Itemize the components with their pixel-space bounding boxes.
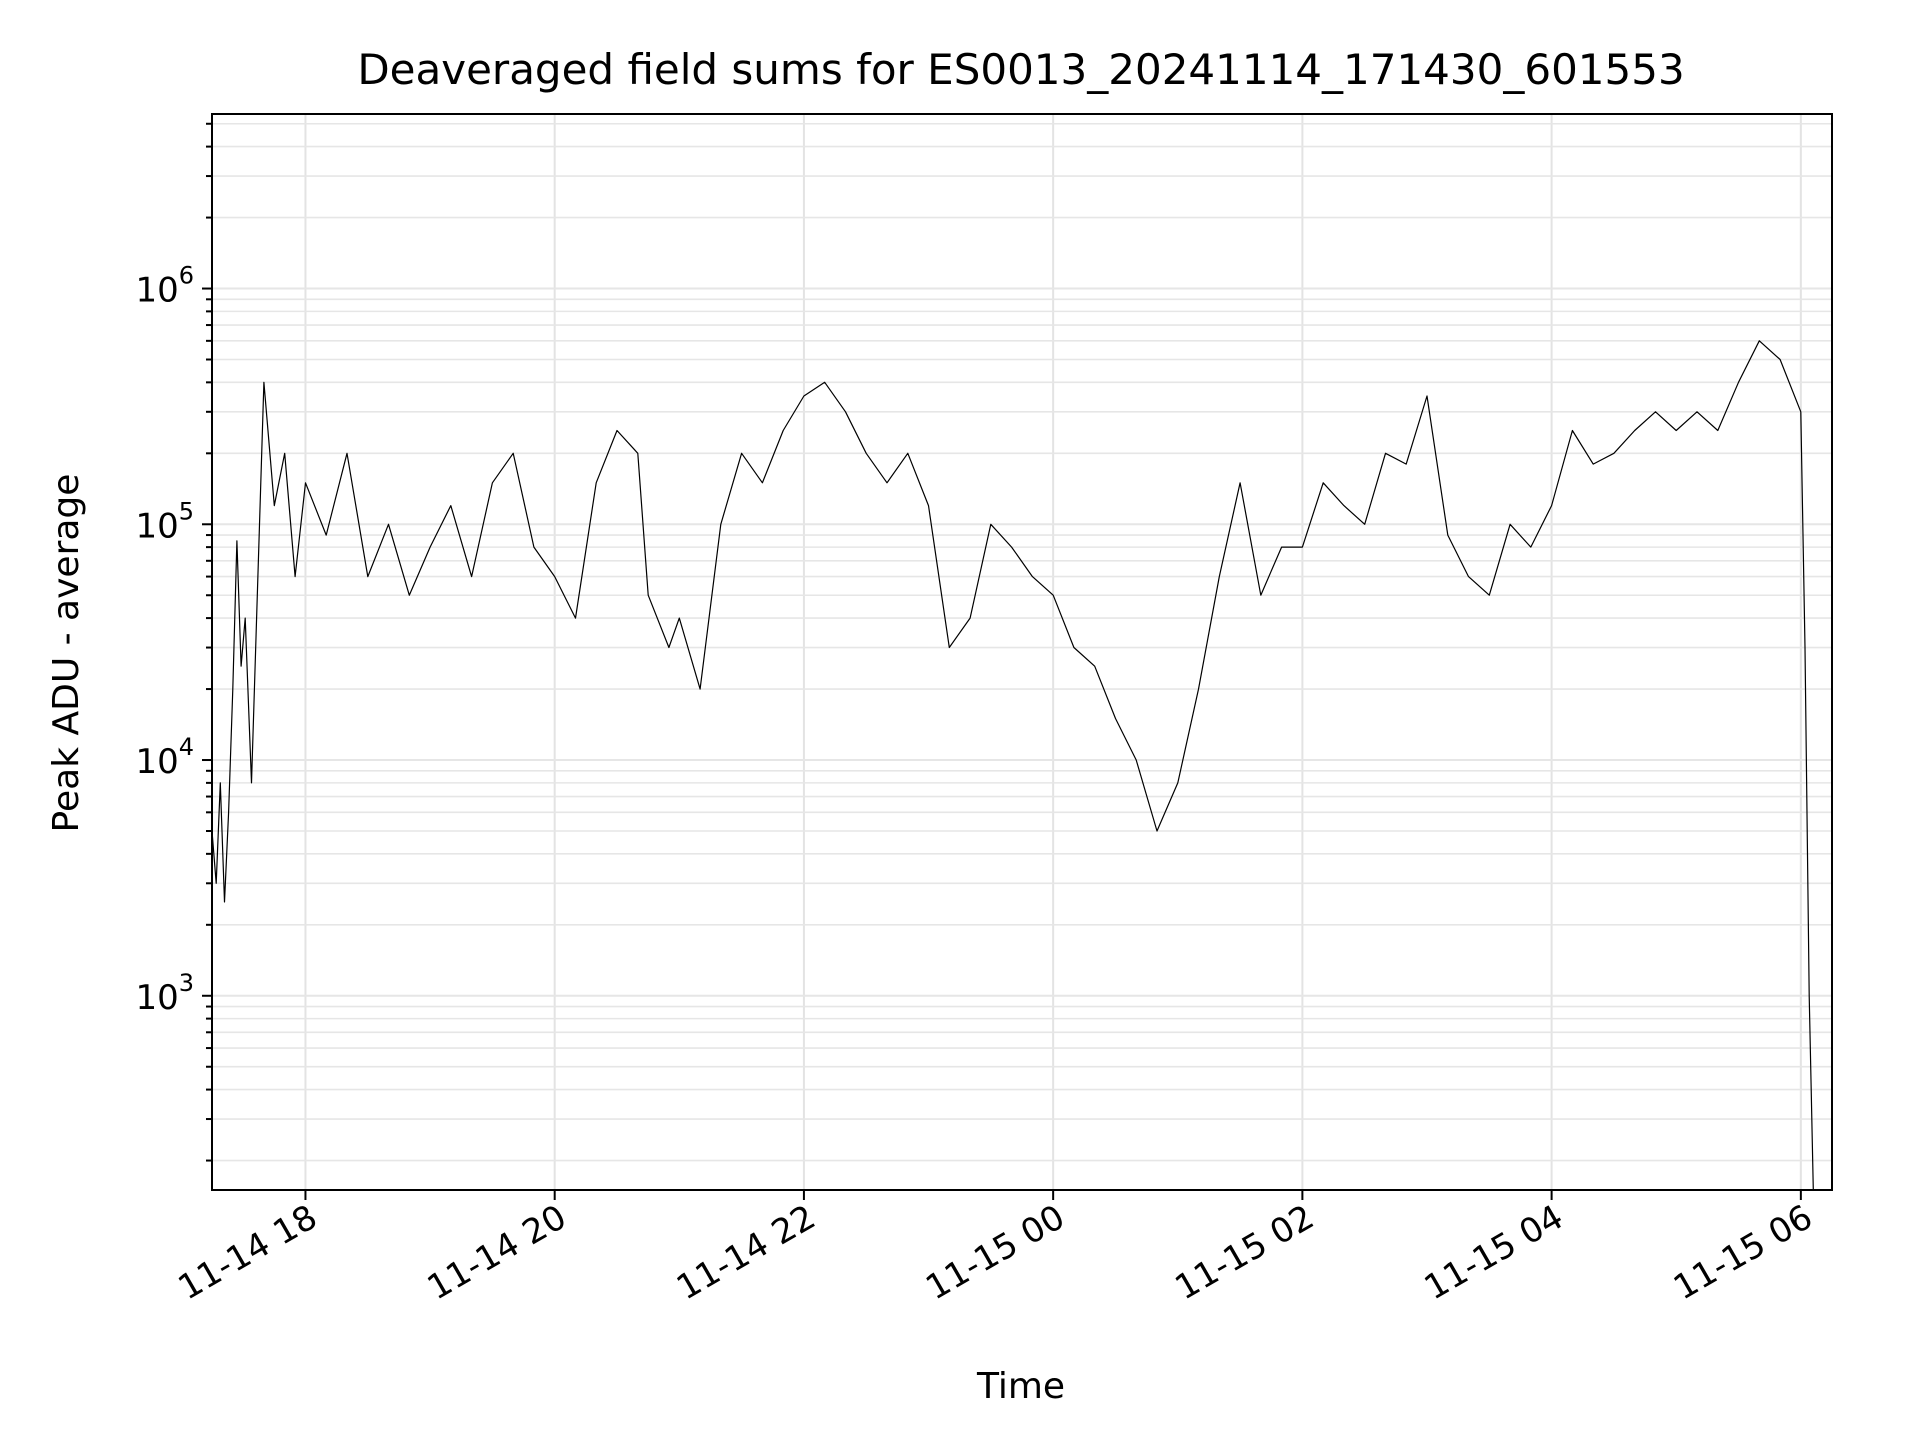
x-axis-label: Time bbox=[976, 1366, 1065, 1407]
y-tick-label-base: 10 bbox=[135, 978, 178, 1018]
plot-frame bbox=[211, 113, 1833, 1191]
chart-title: Deaveraged field sums for ES0013_2024111… bbox=[357, 45, 1684, 94]
plot-background bbox=[212, 114, 1832, 1190]
y-tick-label-base: 10 bbox=[135, 506, 178, 546]
y-tick-label-base: 10 bbox=[135, 742, 178, 782]
y-tick-label: 103 bbox=[135, 969, 194, 1018]
y-tick-label-exponent: 4 bbox=[179, 733, 194, 761]
y-tick-label: 105 bbox=[135, 497, 194, 546]
y-tick-label-base: 10 bbox=[135, 271, 178, 311]
grid-layer bbox=[212, 114, 1832, 1190]
y-tick-label-exponent: 3 bbox=[179, 969, 194, 997]
series-line bbox=[211, 340, 1814, 1191]
y-tick-label-exponent: 5 bbox=[179, 497, 194, 525]
y-axis-label: Peak ADU - average bbox=[46, 474, 87, 833]
plot-area bbox=[211, 113, 1833, 1191]
y-tick-label: 104 bbox=[135, 733, 194, 782]
y-tick-label: 106 bbox=[135, 262, 194, 311]
y-tick-label-exponent: 6 bbox=[179, 262, 194, 290]
